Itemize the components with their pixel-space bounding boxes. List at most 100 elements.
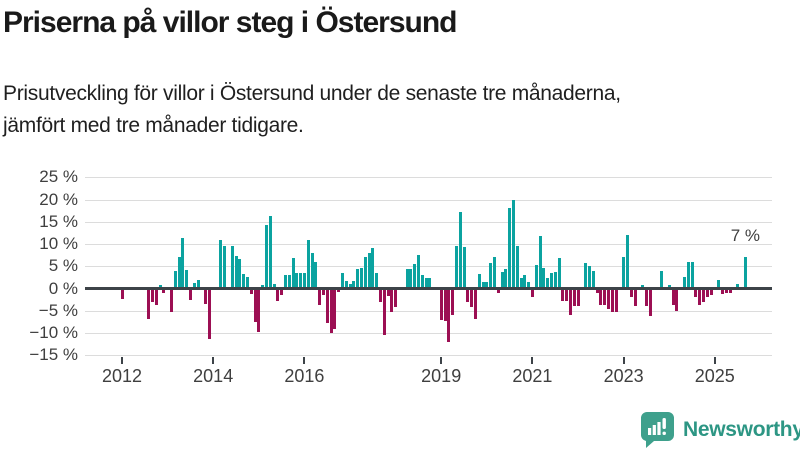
gridline [85, 199, 772, 201]
bar-positive [375, 272, 379, 289]
x-axis-year-label: 2021 [512, 366, 553, 386]
bar-negative [249, 288, 253, 295]
bar-positive [736, 284, 740, 289]
bar-negative [530, 288, 534, 297]
gridline [85, 244, 772, 245]
bar-negative [694, 288, 698, 298]
bar-positive [458, 211, 462, 289]
bar-negative [120, 288, 124, 300]
bar-positive [622, 256, 626, 289]
bar-negative [443, 288, 447, 321]
bar-negative [276, 288, 280, 301]
bar-negative [568, 288, 572, 315]
bar-negative [333, 288, 337, 330]
x-axis-year-label: 2023 [603, 366, 644, 386]
bar-negative [675, 288, 679, 311]
chart-subtitle-line-2: jämfört med tre månader tidigare. [3, 114, 304, 137]
bar-positive [625, 234, 629, 289]
bar-positive [682, 276, 686, 289]
bar-positive [348, 284, 352, 289]
bar-positive [424, 278, 428, 289]
bar-positive [485, 281, 489, 289]
bar-positive [500, 272, 504, 289]
bar-negative [257, 288, 261, 333]
bar-positive [527, 281, 531, 289]
bar-positive [690, 262, 694, 289]
bar-negative [606, 288, 610, 309]
bar-positive [519, 278, 523, 289]
bar-negative [382, 288, 386, 336]
bar-negative [610, 288, 614, 313]
bar-negative [473, 288, 477, 319]
bar-positive [717, 280, 721, 289]
bar-positive [234, 255, 238, 289]
bar-negative [599, 288, 603, 305]
bar-negative [386, 288, 390, 297]
bar-positive [660, 271, 664, 289]
bar-positive [219, 239, 223, 289]
bar-positive [523, 275, 527, 289]
bar-negative [603, 288, 607, 305]
zero-axis-line [85, 287, 772, 290]
logo-exclamation-stem [662, 418, 666, 429]
x-axis-tick [121, 357, 123, 364]
bar-positive [416, 255, 420, 289]
bar-positive [371, 248, 375, 289]
bar-negative [147, 288, 151, 319]
bar-positive [238, 258, 242, 289]
bar-negative [451, 288, 455, 315]
bar-positive [515, 246, 519, 289]
bar-positive [413, 264, 417, 289]
bar-positive [553, 272, 557, 289]
x-axis-tick [713, 357, 716, 364]
y-axis-tick-label: 0 % [48, 278, 78, 298]
bar-positive [295, 272, 299, 289]
x-axis-year-label: 2014 [193, 366, 234, 386]
gridline [85, 221, 772, 223]
bar-positive [405, 269, 409, 289]
bar-positive [359, 267, 363, 289]
bar-negative [705, 288, 709, 298]
bar-positive [477, 274, 481, 289]
bar-negative [390, 288, 394, 312]
bar-negative [447, 288, 451, 342]
logo-bar-3 [657, 422, 661, 435]
x-axis-tick [531, 357, 534, 364]
bar-negative [565, 288, 569, 301]
bar-positive [538, 236, 542, 289]
bar-positive [314, 262, 318, 289]
bar-positive [367, 253, 371, 289]
bar-negative [701, 288, 705, 303]
bar-negative [253, 288, 257, 322]
x-axis-tick [212, 357, 215, 364]
bar-positive [291, 257, 295, 289]
bar-positive [534, 264, 538, 289]
gridline [85, 333, 772, 334]
bar-negative [162, 288, 166, 293]
bar-negative [325, 288, 329, 323]
bar-negative [466, 288, 470, 302]
bar-positive [667, 285, 671, 289]
bar-positive [454, 245, 458, 289]
bar-positive [686, 262, 690, 289]
x-axis-year-label: 2025 [694, 366, 735, 386]
bar-negative [394, 288, 398, 307]
bar-negative [648, 288, 652, 316]
newsworthy-logo: Newsworthy [641, 412, 800, 448]
bar-positive [462, 247, 466, 289]
bar-positive [492, 257, 496, 289]
y-axis-tick-label: −10 % [29, 323, 78, 342]
bar-positive [481, 281, 485, 289]
bar-positive [504, 268, 508, 289]
bar-positive [299, 273, 303, 289]
bar-positive [158, 285, 162, 289]
y-axis-tick-label: 5 % [48, 256, 78, 276]
bar-negative [439, 288, 443, 320]
bar-positive [306, 239, 310, 289]
bar-positive [264, 224, 268, 289]
bar-positive [420, 275, 424, 289]
bar-negative [150, 288, 154, 303]
y-axis-tick-label: −15 % [29, 345, 78, 365]
